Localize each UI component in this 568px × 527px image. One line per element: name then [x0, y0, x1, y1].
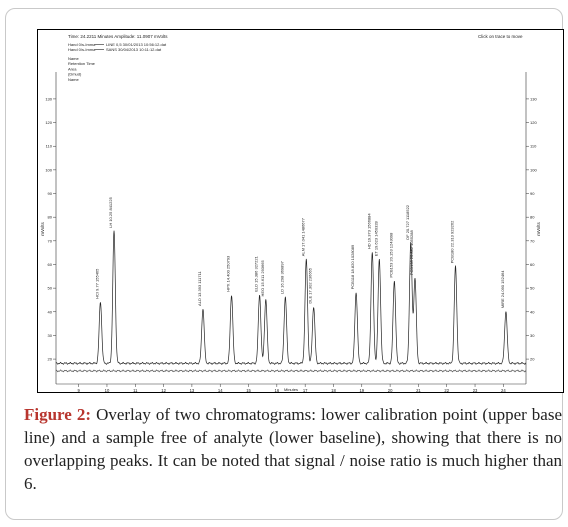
axes: 20 20 30 30 40 40 50 50 60 60 70 70 80 80 90 90 100 100 11… — [40, 72, 541, 392]
chromatogram-chart: Time: 24.2211 Minutes Amplitude: 11.0907… — [37, 29, 564, 393]
x-tick-label: 23 — [473, 388, 478, 392]
peak-label: PCB138 20.882 1055288 — [409, 229, 414, 275]
info-line-2: Area — [68, 66, 77, 71]
legend-tag-1: Hand 0/s-Imma — [68, 47, 96, 52]
peak-label: HD 19.373 1566884 — [366, 213, 371, 250]
y-tick-label-right: 80 — [530, 215, 535, 220]
y-tick-label-left: 70 — [48, 238, 53, 243]
y-tick-label-left: 110 — [46, 144, 53, 149]
trace-line-upper — [55, 230, 527, 365]
y-tick-label-right: 130 — [530, 96, 537, 101]
x-tick-label: 13 — [190, 388, 195, 392]
peak-label: LH 10.25 841225 — [108, 196, 113, 227]
peak-label: HCI 9.77 155465 — [94, 268, 99, 299]
peak-label: DF 20.727 1118522 — [405, 204, 410, 240]
x-tick-label: 19 — [359, 388, 364, 392]
figure-frame: Time: 24.2211 Minutes Amplitude: 11.0907… — [5, 8, 564, 520]
y-tick-label-right: 60 — [530, 262, 535, 267]
y-tick-label-right: 50 — [530, 286, 535, 291]
peak-label: ALM 17.041 1486677 — [300, 217, 305, 256]
x-tick-label: 11 — [133, 388, 138, 392]
x-tick-label: 16 — [275, 388, 280, 392]
info-line-0: Name — [68, 56, 79, 61]
y-tick-label-left: 50 — [48, 286, 53, 291]
x-tick-label: 22 — [444, 388, 449, 392]
y-tick-label-left: 120 — [45, 120, 52, 125]
y-tick-label-right: 40 — [530, 309, 535, 314]
x-tick-label: 14 — [218, 388, 223, 392]
x-tick-label: 17 — [303, 388, 308, 392]
peak-label: PCB180 22.313 923262 — [450, 220, 455, 263]
y-tick-label-right: 120 — [530, 120, 537, 125]
y-tick-label-right: 90 — [530, 191, 535, 196]
peak-label: HPX 14.400 250793 — [226, 255, 231, 292]
figure-caption: Figure 2: Overlay of two chromatograms: … — [24, 403, 562, 495]
x-tick-label: 21 — [416, 388, 421, 392]
trace-legend: Hand 0/s-Imma LINE 0,5 30/01/2013 10:56:1… — [68, 42, 167, 52]
trace-line-lower — [55, 369, 527, 373]
legend-tag-0: Hand 0/s-Imma — [68, 42, 96, 47]
peak-label: ELD 15.386 327221 — [254, 255, 259, 291]
x-tick-label: 15 — [246, 388, 251, 392]
caption-text: Overlay of two chromatograms: lower cali… — [24, 405, 563, 493]
x-tick-label: 12 — [161, 388, 166, 392]
y-tick-label-left: 90 — [48, 191, 53, 196]
y-tick-label-left: 40 — [48, 309, 53, 314]
caption-label: Figure 2: — [24, 405, 92, 424]
y-tick-label-left: 100 — [45, 167, 52, 172]
legend-entry-0: LINE 0,5 30/01/2013 10:56:12.dat — [106, 42, 167, 47]
x-tick-label: 20 — [388, 388, 393, 392]
y-tick-label-right: 30 — [530, 333, 535, 338]
peak-label: ALD 13.393 111711 — [197, 270, 202, 305]
x-tick-label: 9 — [77, 388, 80, 392]
peak-label: ET 19.623 1450328 — [373, 220, 378, 256]
y-axis-label-right: mVolts — [536, 222, 541, 236]
y-tick-label-left: 20 — [48, 357, 53, 362]
peak-label: MIRE 24.090 152464 — [500, 270, 505, 309]
y-tick-label-right: 110 — [530, 144, 537, 149]
peak-label: PCB118 18.820 1028089 — [350, 244, 355, 289]
y-tick-label-left: 30 — [48, 333, 53, 338]
y-tick-label-right: 100 — [530, 167, 537, 172]
x-tick-label: 10 — [105, 388, 110, 392]
chart-svg: Time: 24.2211 Minutes Amplitude: 11.0907… — [40, 34, 541, 392]
peak-labels: HCI 9.77 155465 LH 10.25 841225 ALD 13.393… — [94, 196, 504, 308]
trace-hint[interactable]: Click on trace to move — [478, 34, 523, 39]
info-line-1: Retention Time — [68, 61, 96, 66]
x-tick-label: 24 — [501, 388, 506, 392]
y-tick-label-right: 70 — [530, 238, 535, 243]
y-axis-label-left: mVolts — [40, 222, 45, 236]
info-line-4: Name — [68, 77, 79, 82]
peak-label: DLE 17.302 236665 — [308, 267, 313, 303]
traces — [55, 230, 527, 373]
peak-label: PCB153 20.153 1243098 — [388, 232, 393, 278]
info-line-3: (Dmud) — [68, 72, 82, 77]
peak-label: LD 16.298 369897 — [279, 260, 284, 294]
y-tick-label-left: 60 — [48, 262, 53, 267]
y-tick-label-right: 20 — [530, 357, 535, 362]
legend-entry-1: SANS 30/04/2013 10:11:12.dat — [106, 47, 162, 52]
peak-label: HEO 15.611 293665 — [260, 260, 265, 297]
y-tick-label-left: 130 — [45, 96, 52, 101]
x-axis-label: Minutes — [284, 387, 298, 392]
y-tick-label-left: 80 — [48, 215, 53, 220]
time-readout: Time: 24.2211 Minutes Amplitude: 11.0907… — [68, 34, 168, 39]
x-tick-label: 18 — [331, 388, 336, 392]
